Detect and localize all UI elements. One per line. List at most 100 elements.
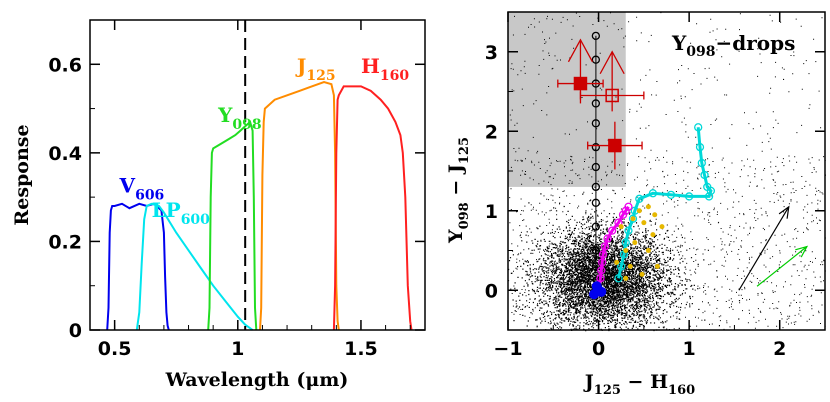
track-point <box>695 142 705 152</box>
panel-title-tail: −drops <box>716 31 796 55</box>
track-magenta-open-circles <box>594 202 633 295</box>
track-cyan-open-circles <box>614 123 716 283</box>
track-point <box>652 212 658 218</box>
track-point <box>591 162 601 172</box>
candidate-limit-arrowhead <box>567 38 594 63</box>
track-point <box>591 262 601 271</box>
track-point <box>598 258 607 267</box>
track-point <box>630 216 636 222</box>
panel-title-y098-drops: Y098−drops <box>671 31 795 60</box>
track-point <box>641 220 647 226</box>
track-point <box>706 186 716 196</box>
vector-arrowhead <box>795 245 809 258</box>
right-x-tick-label: 2 <box>773 338 786 360</box>
track-point <box>700 170 709 180</box>
right-x-tick-label: 0 <box>592 338 605 360</box>
right-y-tick-label: 2 <box>485 121 498 143</box>
track-point <box>704 192 714 201</box>
track-point <box>614 274 623 283</box>
track-gold-points <box>614 204 665 281</box>
field-galaxy-cloud <box>508 12 826 332</box>
track-point <box>591 31 601 40</box>
label-v606: V606 <box>119 174 165 204</box>
track-point <box>598 250 608 259</box>
track-point <box>697 158 706 168</box>
left-x-tick-label: 1.5 <box>344 338 378 360</box>
vector-shaft <box>756 246 808 287</box>
right-x-axis-label: J125 − H160 <box>583 371 695 398</box>
track-point <box>623 248 629 253</box>
reddening-vectors <box>738 205 809 291</box>
track-point <box>614 259 620 265</box>
series-y098 <box>207 120 258 331</box>
track-line-cyan-open-circles <box>617 127 713 279</box>
left-y-axis-label: Response <box>11 124 33 225</box>
track-point <box>654 263 660 269</box>
track-point <box>618 210 628 219</box>
track-point <box>624 226 633 235</box>
track-point <box>591 182 601 192</box>
candidate-marker <box>605 88 619 103</box>
right-y-tick-label: 1 <box>485 201 498 223</box>
track-point <box>597 266 606 275</box>
track-point <box>617 262 626 271</box>
label-h160: H160 <box>361 54 409 84</box>
track-point <box>591 246 601 255</box>
right-y-tick-label: 3 <box>485 42 498 64</box>
track-point <box>635 194 644 203</box>
field-galaxy-points <box>508 12 826 332</box>
color-color-panel: −1 0 1 2 0 1 2 3 Y098−drops J125 − H160 Y098 − … <box>445 11 826 398</box>
track-point <box>659 224 665 230</box>
label-lp600: LP600 <box>152 198 211 228</box>
candidate-1 <box>557 38 604 104</box>
track-point <box>591 55 601 64</box>
left-y-tick-label: 0 <box>69 320 82 342</box>
left-y-tick-label: 0.6 <box>48 54 82 76</box>
series-lp600 <box>135 202 254 331</box>
candidate-2 <box>579 50 645 112</box>
left-x-axis-label: Wavelength (μm) <box>165 369 349 391</box>
track-point <box>684 192 694 201</box>
right-y-tick-label: 0 <box>485 280 498 302</box>
track-point <box>596 286 607 297</box>
track-point <box>614 218 623 227</box>
track-point <box>591 142 601 152</box>
track-point <box>636 208 642 214</box>
color-tracks <box>589 31 716 300</box>
track-point <box>639 271 645 277</box>
track-point <box>591 222 601 231</box>
series-j125 <box>259 80 340 331</box>
track-point <box>627 263 633 269</box>
track-point <box>648 189 658 198</box>
label-j125: J125 <box>295 54 336 84</box>
track-point <box>694 123 703 132</box>
track-point <box>608 226 617 235</box>
track-point <box>618 224 624 230</box>
candidate-limit-arrowhead <box>599 50 625 75</box>
right-x-tick-label: −1 <box>493 338 522 360</box>
track-black-open-circles <box>591 31 601 271</box>
candidate-marker <box>608 138 622 153</box>
track-point <box>650 232 656 238</box>
filter-curves <box>106 80 413 331</box>
series-v606 <box>106 202 170 331</box>
track-point <box>666 190 676 200</box>
track-point <box>603 234 612 243</box>
track-point <box>623 275 629 281</box>
selection-region <box>508 12 626 187</box>
left-axes: 0.5 1 1.5 0 0.2 0.4 0.6 <box>48 19 426 360</box>
vector-shaft <box>738 206 790 291</box>
right-axes: −1 0 1 2 0 1 2 3 <box>485 11 826 360</box>
track-point <box>591 198 601 207</box>
right-y-axis-label: Y098 − J125 <box>445 137 472 244</box>
track-point <box>628 214 638 223</box>
track-point <box>645 204 651 210</box>
right-x-tick-label: 1 <box>683 338 696 360</box>
track-point <box>632 240 638 246</box>
track-point <box>596 274 605 283</box>
panel-title-base: Y <box>671 31 687 55</box>
candidate-marker <box>573 76 588 91</box>
series-h160 <box>332 85 413 331</box>
track-point <box>645 248 651 253</box>
